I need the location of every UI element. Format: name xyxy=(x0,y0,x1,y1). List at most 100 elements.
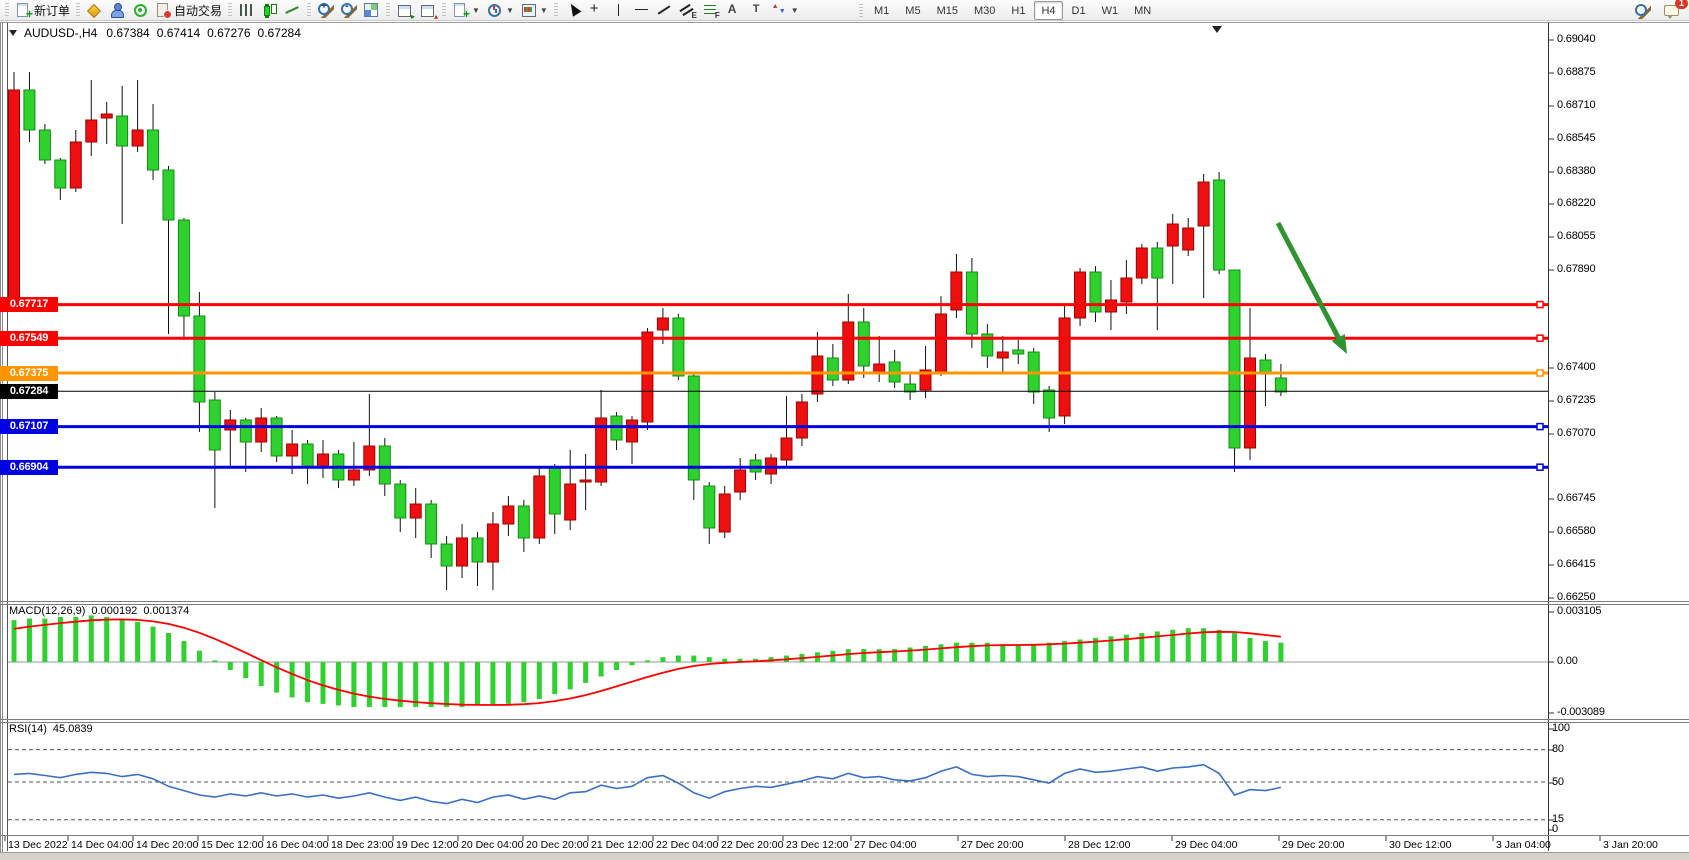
line-anchor-marker[interactable] xyxy=(1536,463,1544,471)
notifications-button[interactable]: 1 xyxy=(1660,0,1688,20)
text-label-button[interactable] xyxy=(745,1,768,20)
line-anchor-marker[interactable] xyxy=(1536,300,1544,309)
zoom-out-button[interactable] xyxy=(337,0,360,20)
macd-histogram-bar xyxy=(1201,628,1207,662)
trend-arrow-annotation[interactable] xyxy=(1275,221,1346,349)
macd-histogram-bar xyxy=(907,647,913,662)
new-chart-button[interactable]: ▼ xyxy=(449,1,483,21)
macd-histogram-bar xyxy=(938,644,944,662)
candle xyxy=(347,469,360,481)
macd-histogram-bar xyxy=(320,662,326,704)
macd-histogram-bar xyxy=(397,662,403,708)
templates-icon xyxy=(520,2,537,18)
chevron-down-icon[interactable]: ▼ xyxy=(505,5,514,15)
macd-histogram-bar xyxy=(243,662,249,679)
tile-windows-button[interactable] xyxy=(360,1,383,20)
tile-windows-icon xyxy=(363,2,380,18)
crosshair-button[interactable] xyxy=(584,0,607,20)
timeframe-h4-button[interactable]: H4 xyxy=(1034,1,1063,20)
candle xyxy=(23,89,36,131)
chevron-down-icon[interactable]: ▼ xyxy=(539,5,548,15)
new-order-button[interactable]: 新订单 xyxy=(12,1,73,21)
toolbar-grip xyxy=(386,3,391,17)
macd-histogram-bar xyxy=(722,658,728,662)
line-anchor-marker[interactable] xyxy=(1536,369,1544,377)
candle xyxy=(54,159,67,189)
macd-histogram-bar xyxy=(552,662,558,695)
zoom-in-button[interactable] xyxy=(314,1,337,20)
macd-histogram-bar xyxy=(73,616,79,662)
macd-histogram-bar xyxy=(490,662,496,706)
macd-histogram-bar xyxy=(88,615,94,662)
macd-histogram-bar xyxy=(1108,636,1114,662)
timeframe-m15-button[interactable]: M15 xyxy=(930,1,965,20)
macd-histogram-bar xyxy=(1247,637,1253,662)
macd-histogram-bar xyxy=(212,660,218,662)
candle xyxy=(85,119,98,143)
periods-button[interactable]: ▼ xyxy=(483,1,517,20)
auto-arrange-button[interactable] xyxy=(393,1,416,21)
new-order-icon xyxy=(15,2,33,21)
text-icon xyxy=(725,2,742,18)
zoom-in-icon xyxy=(317,1,335,18)
macd-histogram-bar xyxy=(923,645,929,662)
trend-arrow-head[interactable] xyxy=(1331,334,1347,354)
candle xyxy=(780,437,793,461)
candlestick-chart-button[interactable] xyxy=(258,1,281,20)
candle xyxy=(1074,271,1086,319)
fibonacci-retracement-button[interactable]: F xyxy=(699,1,722,20)
line-anchor-marker[interactable] xyxy=(1536,334,1544,342)
macd-histogram-bar xyxy=(26,618,32,662)
macd-histogram-bar xyxy=(984,642,990,662)
macd-histogram-bar xyxy=(1062,641,1068,662)
search-icon xyxy=(1634,2,1651,19)
bar-chart-button[interactable] xyxy=(235,1,258,20)
candle xyxy=(239,419,252,443)
candle xyxy=(38,129,51,161)
candle xyxy=(1120,277,1133,303)
text-button[interactable] xyxy=(722,1,745,20)
macd-histogram-bar xyxy=(196,650,202,662)
chevron-down-icon[interactable]: ▼ xyxy=(472,5,480,15)
toolbar-grip xyxy=(76,3,81,17)
arrange-windows-button[interactable] xyxy=(416,1,439,21)
auto-trading-button[interactable]: 自动交易 xyxy=(152,1,225,20)
fibonacci-retracement-icon: F xyxy=(702,2,720,20)
chevron-down-icon[interactable]: ▼ xyxy=(790,5,799,15)
macd-histogram-bar xyxy=(351,662,357,708)
macd-histogram-bar xyxy=(1031,644,1037,662)
timeframe-m1-button[interactable]: M1 xyxy=(867,1,896,20)
line-anchor-marker[interactable] xyxy=(1536,422,1544,431)
horizontal-line-button[interactable] xyxy=(630,1,653,20)
candle xyxy=(996,351,1009,359)
templates-button[interactable]: ▼ xyxy=(517,1,551,20)
candle xyxy=(471,537,484,563)
equidistant-channel-button[interactable]: E xyxy=(676,1,699,20)
timeframe-m5-button[interactable]: M5 xyxy=(898,1,927,20)
timeframe-m30-button[interactable]: M30 xyxy=(967,1,1002,20)
candle xyxy=(378,445,391,485)
timeframe-mn-button[interactable]: MN xyxy=(1127,1,1158,20)
search-button[interactable] xyxy=(1631,1,1654,20)
signals-button[interactable] xyxy=(129,1,152,20)
candle xyxy=(981,333,994,357)
toolbar-grip xyxy=(5,3,9,17)
profiles-button[interactable] xyxy=(106,1,129,20)
timeframe-d1-button[interactable]: D1 xyxy=(1065,1,1093,20)
macd-histogram-bar xyxy=(1278,642,1284,662)
candle xyxy=(409,503,422,519)
timeframe-w1-button[interactable]: W1 xyxy=(1095,1,1126,20)
candle xyxy=(919,369,932,391)
candle xyxy=(193,315,206,403)
zoom-out-icon xyxy=(340,0,358,18)
candle xyxy=(116,115,129,147)
arrows-button[interactable]: ▼ xyxy=(768,1,802,20)
macd-histogram-bar xyxy=(42,618,48,662)
periods-icon xyxy=(486,2,503,18)
macd-histogram-bar xyxy=(845,649,851,662)
vertical-line-button[interactable] xyxy=(607,1,630,20)
timeframe-h1-button[interactable]: H1 xyxy=(1004,1,1032,20)
vertical-line-icon xyxy=(610,2,627,18)
candle xyxy=(1197,181,1210,227)
